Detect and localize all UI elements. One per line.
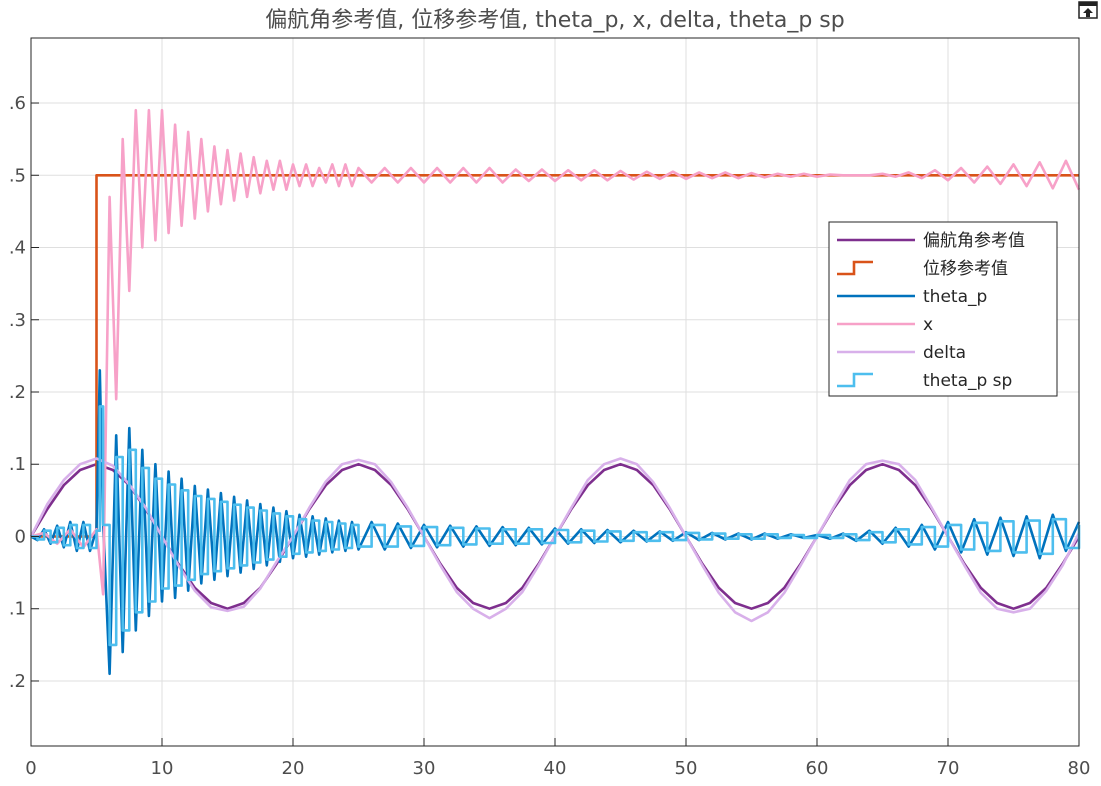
- export-icon[interactable]: [1078, 1, 1098, 19]
- x-axis: 0 10 20 30 40 50 60 70 80: [25, 738, 1090, 779]
- legend-item[interactable]: 偏航角参考值: [837, 231, 1025, 251]
- x-tick-label: 70: [937, 758, 960, 779]
- legend-label: 偏航角参考值: [923, 231, 1025, 251]
- y-tick-label: .1: [9, 599, 26, 620]
- x-tick-label: 20: [282, 758, 305, 779]
- x-tick-label: 0: [25, 758, 36, 779]
- x-tick-label: 10: [151, 758, 174, 779]
- series-line-3: [30, 108, 1081, 596]
- legend-item[interactable]: theta_p: [837, 287, 987, 307]
- legend-label: theta_p: [923, 287, 987, 307]
- legend-item[interactable]: theta_p sp: [837, 371, 1012, 391]
- y-tick-label: .5: [9, 165, 26, 186]
- legend-swatch: [837, 260, 873, 276]
- x-tick-label: 50: [675, 758, 698, 779]
- y-tick-label: .3: [9, 310, 26, 331]
- x-tick-label: 80: [1068, 758, 1091, 779]
- legend-item[interactable]: 位移参考值: [837, 259, 1008, 279]
- y-tick-label: .2: [9, 382, 26, 403]
- chart-title: 偏航角参考值, 位移参考值, theta_p, x, delta, theta_…: [265, 8, 844, 33]
- y-tick-label: .6: [9, 93, 26, 114]
- legend-label: delta: [923, 343, 966, 363]
- y-tick-label: .1: [9, 454, 26, 475]
- y-tick-label: .4: [9, 238, 26, 259]
- y-axis: .2 .1 0 .1 .2 .3 .4 .5 .6: [9, 93, 39, 692]
- y-tick-label: .2: [9, 671, 26, 692]
- series-line-2: [30, 369, 1081, 676]
- series-line-5: [31, 405, 1081, 647]
- y-tick-label: 0: [15, 526, 26, 547]
- series-layer: [29, 108, 1081, 676]
- legend-item[interactable]: x: [837, 315, 933, 335]
- legend-item[interactable]: delta: [837, 343, 966, 363]
- legend-label: theta_p sp: [923, 371, 1012, 391]
- legend-box: [828, 221, 1058, 397]
- x-tick-label: 40: [544, 758, 567, 779]
- legend-label: 位移参考值: [923, 259, 1008, 279]
- x-tick-label: 30: [413, 758, 436, 779]
- legend-swatch: [837, 372, 873, 388]
- x-tick-label: 60: [806, 758, 829, 779]
- legend-label: x: [923, 315, 933, 335]
